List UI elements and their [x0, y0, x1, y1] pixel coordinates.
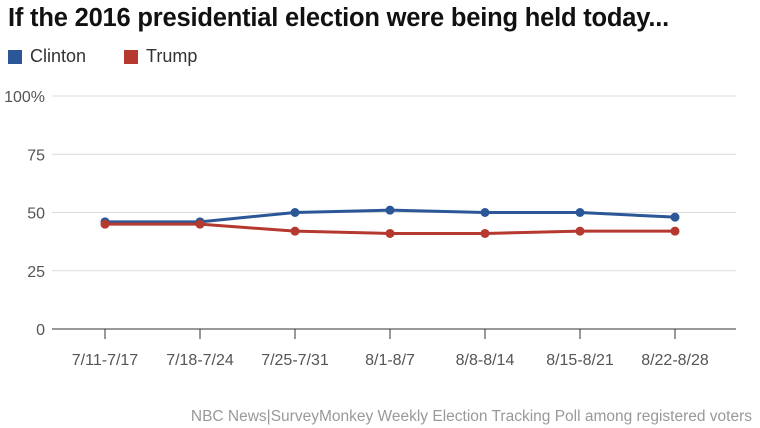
data-point-clinton	[575, 208, 585, 217]
legend-label-clinton: Clinton	[30, 46, 87, 66]
legend-swatch-trump	[124, 49, 139, 64]
data-point-clinton	[480, 208, 490, 217]
y-tick-label: 0	[36, 322, 45, 339]
x-tick-label: 7/25-7/31	[261, 352, 329, 369]
legend: Clinton Trump	[8, 46, 235, 67]
data-point-trump	[385, 228, 395, 238]
x-tick-label: 8/22-8/28	[641, 352, 709, 369]
x-tick-label: 8/1-8/7	[365, 352, 415, 369]
data-point-clinton	[290, 208, 300, 217]
y-tick-label: 25	[27, 264, 45, 281]
data-point-trump	[480, 228, 490, 238]
data-point-trump	[670, 226, 680, 236]
data-point-clinton	[385, 205, 395, 215]
legend-swatch-clinton	[8, 49, 22, 64]
data-point-trump	[100, 219, 110, 229]
chart-title: If the 2016 presidential election were b…	[8, 4, 670, 32]
y-tick-label: 75	[27, 147, 45, 164]
source-note: NBC News|SurveyMonkey Weekly Election Tr…	[190, 408, 752, 425]
data-point-trump	[195, 219, 205, 229]
data-point-trump	[575, 226, 585, 236]
x-tick-label: 8/8-8/14	[456, 352, 515, 369]
y-tick-label: 100%	[4, 89, 45, 106]
legend-item-trump: Trump	[124, 46, 197, 67]
x-tick-label: 8/15-8/21	[546, 352, 614, 369]
y-tick-label: 50	[27, 206, 45, 223]
data-point-clinton	[670, 212, 680, 222]
legend-item-clinton: Clinton	[8, 46, 86, 67]
data-point-trump	[290, 226, 300, 236]
x-tick-label: 7/18-7/24	[166, 352, 234, 369]
legend-label-trump: Trump	[146, 46, 198, 66]
x-tick-label: 7/11-7/17	[72, 352, 139, 369]
